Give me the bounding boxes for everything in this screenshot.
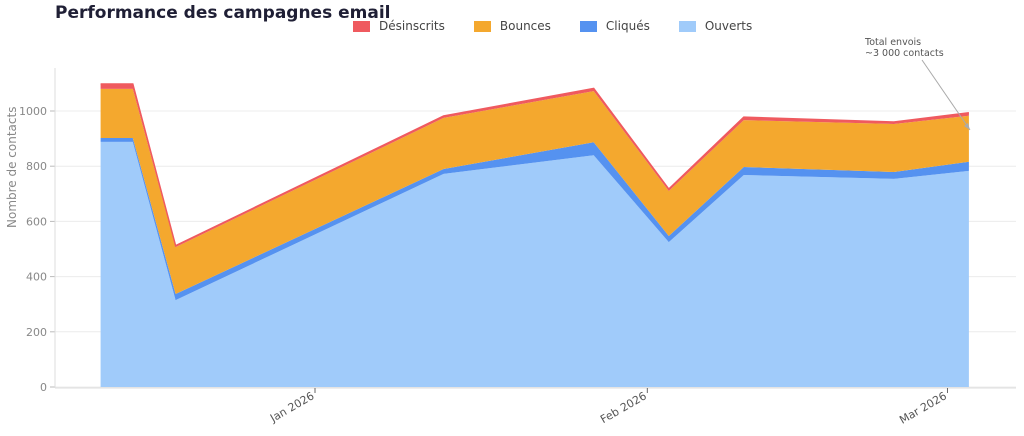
annotation-arrow xyxy=(921,59,971,131)
annotation-total-envois: Total envois ~3 000 contacts xyxy=(865,37,944,59)
y-tick-label: 800 xyxy=(26,160,47,173)
legend-swatch xyxy=(353,20,370,32)
legend-label: Bounces xyxy=(499,19,551,33)
legend-label: Ouverts xyxy=(704,19,753,33)
x-tick-label: Jan 2026 xyxy=(267,389,316,425)
area-top-edge xyxy=(100,83,969,247)
annotation-line1: Total envois xyxy=(865,37,922,48)
y-tick-label: 400 xyxy=(26,271,47,284)
legend-swatch xyxy=(579,20,597,32)
legend-swatch xyxy=(678,20,696,32)
y-tick-label: 1000 xyxy=(19,105,47,118)
y-tick-label: 200 xyxy=(26,326,47,339)
annotation-line2: ~3 000 contacts xyxy=(865,48,944,59)
y-tick-label: 0 xyxy=(40,381,47,394)
chart-title: Performance des campagnes email xyxy=(55,3,391,23)
legend-item-bounces[interactable]: Bounces xyxy=(473,19,551,33)
arrowhead-icon xyxy=(964,123,970,130)
area-bounces[interactable] xyxy=(100,88,969,295)
legend-swatch xyxy=(473,20,491,32)
x-tick-label: Feb 2026 xyxy=(598,389,649,426)
chart-legend: Désinscrits Bounces Cliqués Ouverts xyxy=(353,19,752,33)
y-tick-label: 600 xyxy=(26,215,47,228)
x-tick-label: Mar 2026 xyxy=(897,389,949,426)
legend-label: Cliqués xyxy=(605,19,650,33)
legend-item-desinscrits[interactable]: Désinscrits xyxy=(353,19,445,33)
legend-label: Désinscrits xyxy=(379,19,445,33)
area-ouverts[interactable] xyxy=(100,141,969,387)
legend-item-cliques[interactable]: Cliqués xyxy=(579,19,650,33)
legend-item-ouverts[interactable]: Ouverts xyxy=(678,19,753,33)
